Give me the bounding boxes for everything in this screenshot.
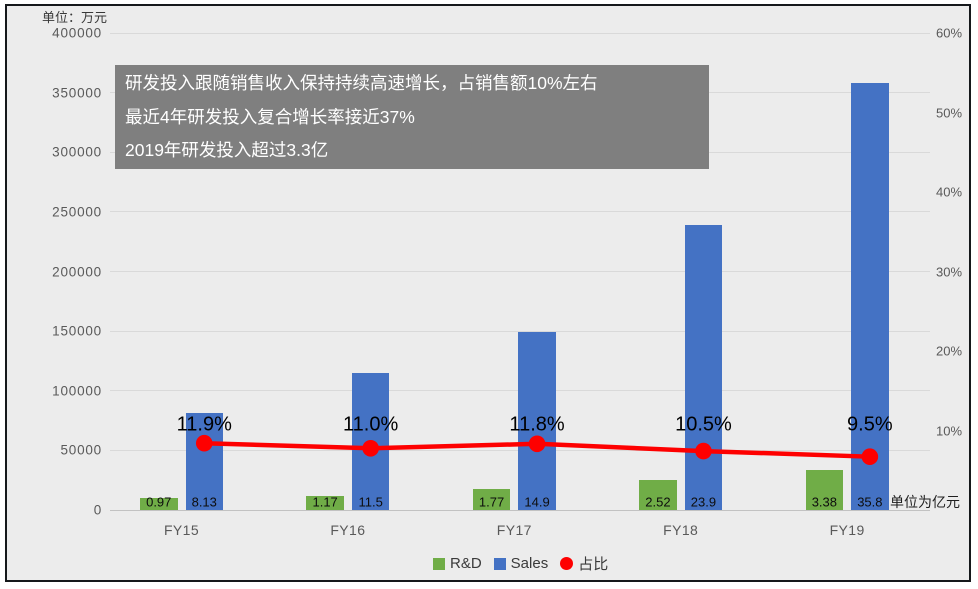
rd-bar [140, 498, 178, 510]
right-axis-tick-label: 30% [936, 264, 963, 279]
rd-legend-swatch-icon [433, 557, 445, 570]
right-axis-tick-label: 60% [936, 25, 963, 41]
rd-legend-label: R&D [450, 555, 482, 572]
left-axis-tick-label: 250000 [52, 204, 102, 220]
left-axis-tick-label: 350000 [52, 85, 102, 101]
annotation-line-3: 2019年研发投入超过3.3亿 [125, 140, 329, 160]
sales-bar [351, 372, 390, 510]
gridline [110, 271, 930, 272]
gridline [110, 330, 930, 332]
right-axis-tick-label: 50% [936, 105, 963, 120]
annotation-line-2: 最近4年研发投入复合增长率接近37% [125, 106, 415, 127]
left-axis-tick-label: 200000 [52, 264, 102, 279]
sales-legend-label: Sales [510, 555, 549, 572]
rd-bar [472, 488, 511, 510]
annotation-line-1: 研发投入跟随销售收入保持持续高速增长，占销售额10%左右 [125, 73, 598, 93]
left-axis-tick-label: 150000 [52, 323, 102, 339]
sales-bar [684, 224, 723, 510]
gridline [110, 509, 930, 511]
rd-bar [639, 479, 677, 510]
sales-bar [518, 332, 556, 510]
legend: R&D Sales 占比 [433, 553, 608, 574]
legend-item-ratio: 占比 [560, 553, 608, 574]
legend-item-rd: R&D [433, 555, 482, 572]
ratio-legend-label: 占比 [578, 556, 609, 573]
ratio-legend-swatch-icon [560, 557, 574, 570]
annotation-box: 研发投入跟随销售收入保持持续高速增长，占销售额10%左右 最近4年研发投入复合增… [115, 65, 709, 169]
left-axis-tick-label: 100000 [52, 383, 102, 399]
left-axis-tick-label: 0 [93, 502, 102, 518]
sales-bar [185, 413, 223, 510]
left-axis-tick-label: 300000 [52, 144, 102, 160]
rd-bar [306, 496, 344, 510]
rd-bar [805, 469, 844, 510]
gridline [110, 211, 930, 213]
left-axis-tick-label: 50000 [60, 442, 102, 458]
gridline [110, 32, 930, 34]
sales-legend-swatch-icon [493, 557, 506, 570]
x-axis-category-label: FY18 [663, 522, 699, 538]
legend-item-sales: Sales [493, 555, 549, 572]
right-axis-tick-label: 10% [936, 423, 963, 438]
left-axis-unit-label: 单位：万元 [42, 10, 108, 25]
x-axis-category-label: FY17 [496, 522, 532, 538]
sales-bar [851, 83, 889, 510]
left-axis-tick-label: 400000 [52, 25, 102, 41]
right-axis-tick-label: 20% [936, 343, 963, 359]
x-axis-category-label: FY19 [829, 522, 865, 538]
x-axis-category-label: FY16 [330, 522, 366, 538]
right-axis-tick-label: 40% [936, 184, 963, 200]
x-axis-category-label: FY15 [163, 522, 200, 538]
bar-value-unit-label: 单位为亿元 [890, 494, 960, 510]
